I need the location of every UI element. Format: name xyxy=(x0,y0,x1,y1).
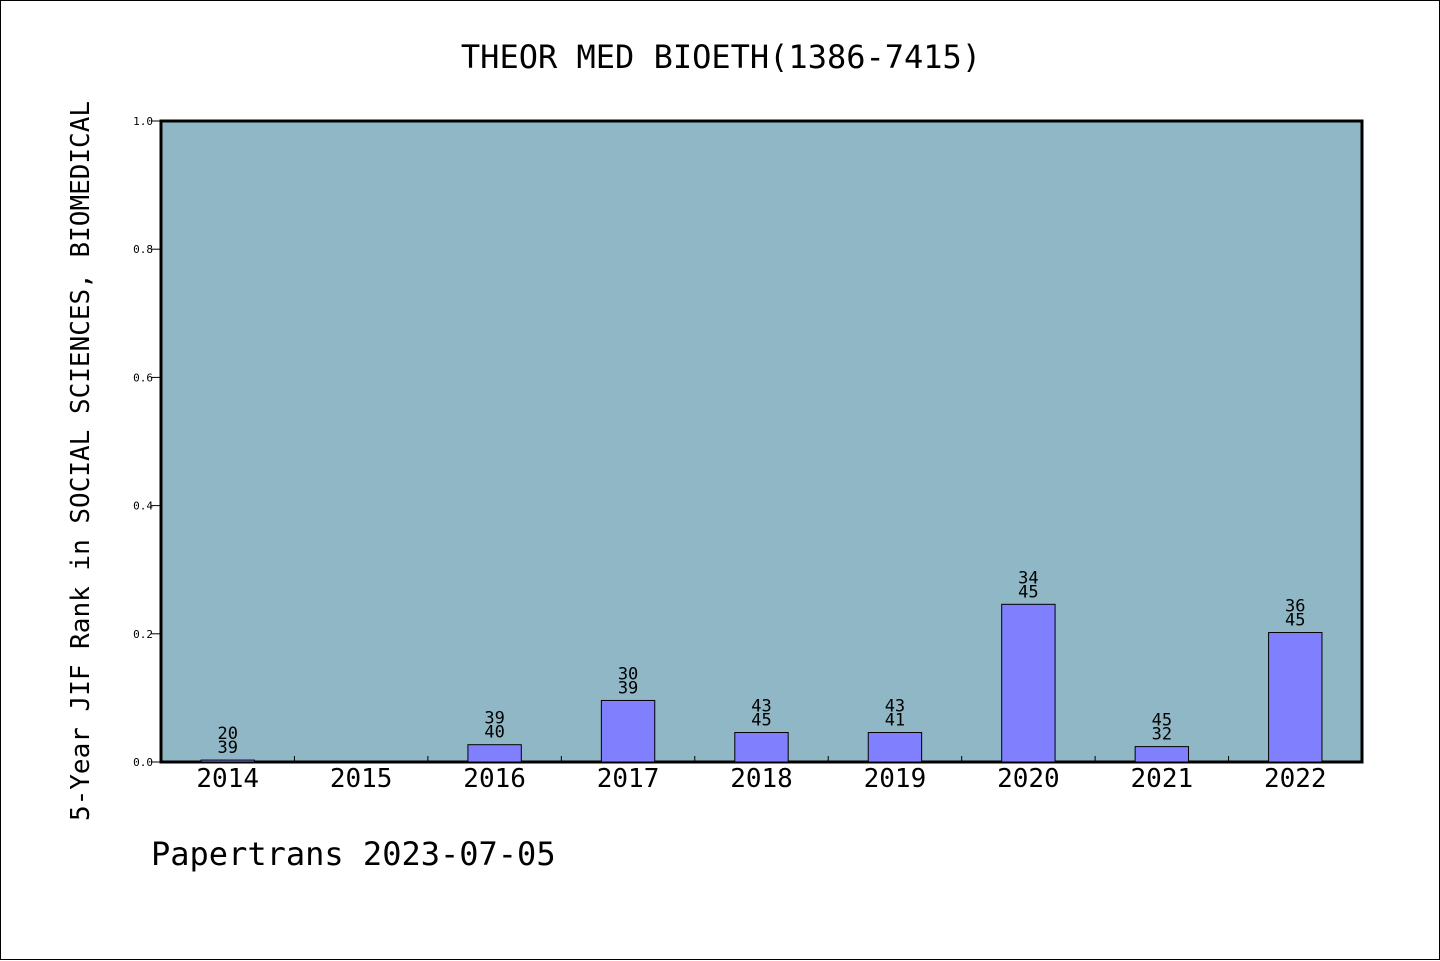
x-tick-label: 2017 xyxy=(597,764,660,794)
bar-count-label: 40 xyxy=(484,723,504,743)
y-axis-ticks: 0.0 0.2 0.4 0.6 0.8 1.0 xyxy=(133,115,161,769)
bar-count-label: 39 xyxy=(618,678,638,698)
x-tick-label: 2020 xyxy=(997,764,1060,794)
plot-area xyxy=(159,119,1364,764)
bar-rank-label: 36 xyxy=(1285,597,1305,617)
x-tick-label: 2015 xyxy=(330,764,393,794)
bar-rank-label: 34 xyxy=(1018,568,1038,588)
y-axis-label: 5-Year JIF Rank in SOCIAL SCIENCES, BIOM… xyxy=(66,101,96,821)
footer-credit: Papertrans 2023-07-05 xyxy=(151,835,556,873)
bar-2021 xyxy=(1134,746,1190,763)
x-tick-label: 2016 xyxy=(463,764,526,794)
bar-rank-label: 43 xyxy=(885,697,905,717)
bar-2020 xyxy=(1001,603,1056,763)
y-tick-label: 0.8 xyxy=(133,243,153,256)
y-tick-label: 1.0 xyxy=(133,115,153,128)
bar-2014 xyxy=(200,759,255,763)
x-tick-label: 2019 xyxy=(864,764,927,794)
bar-2017 xyxy=(600,699,656,763)
bar-rank-label: 30 xyxy=(618,664,638,684)
bar-2019 xyxy=(867,732,923,763)
bar-rank-label: 39 xyxy=(484,709,504,729)
x-tick-label: 2014 xyxy=(196,764,259,794)
bars xyxy=(200,603,1323,763)
bar-rank-label: 43 xyxy=(751,697,771,717)
bar-count-label: 41 xyxy=(885,711,905,731)
x-axis-ticks: 2014 2015 2016 2017 2018 2019 2020 2021 2022 xyxy=(196,756,1327,794)
x-tick-label: 2022 xyxy=(1264,764,1327,794)
x-tick-label: 2021 xyxy=(1131,764,1194,794)
bar-count-label: 39 xyxy=(217,738,237,758)
y-tick-label: 0.0 xyxy=(133,756,153,769)
bar-2016 xyxy=(467,744,522,763)
bar-rank-label: 20 xyxy=(217,724,237,744)
bar-count-label: 45 xyxy=(1285,611,1305,631)
bar-2018 xyxy=(734,732,789,763)
bar-count-label: 32 xyxy=(1152,725,1172,745)
y-tick-label: 0.2 xyxy=(133,628,153,641)
bar-rank-label: 45 xyxy=(1152,711,1172,731)
y-tick-label: 0.4 xyxy=(133,500,153,513)
y-tick-label: 0.6 xyxy=(133,371,153,384)
bar-2022 xyxy=(1268,632,1323,763)
bar-count-label: 45 xyxy=(1018,582,1038,602)
x-tick-label: 2018 xyxy=(730,764,793,794)
chart-title: THEOR MED BIOETH(1386-7415) xyxy=(461,38,981,76)
bar-count-label: 45 xyxy=(751,711,771,731)
